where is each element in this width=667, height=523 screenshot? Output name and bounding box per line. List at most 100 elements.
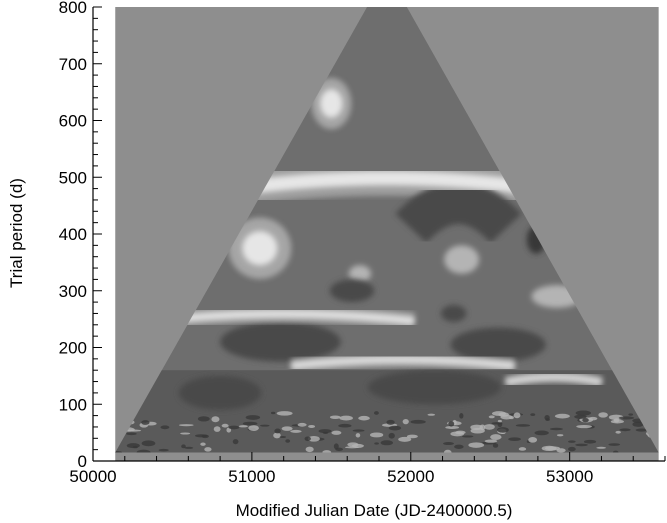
- power-speckle: [568, 446, 576, 452]
- axes: 50000 51000 52000 53000 0 100 200 300 400 500 600 7…: [59, 0, 666, 486]
- y-tick-label: 700: [59, 55, 87, 74]
- x-tick-label: 50000: [69, 467, 116, 486]
- power-speckle: [490, 434, 502, 441]
- power-band: [291, 356, 515, 369]
- power-speckle: [534, 430, 549, 436]
- plot-area: [115, 7, 659, 461]
- power-speckle: [483, 424, 495, 430]
- power-speckle: [443, 442, 454, 446]
- power-speckle: [211, 416, 220, 423]
- power-speckle: [448, 421, 455, 427]
- power-speckle: [331, 430, 342, 435]
- power-speckle: [232, 439, 239, 445]
- y-tick-label: 400: [59, 225, 87, 244]
- power-blob: [367, 370, 502, 405]
- power-speckle: [273, 432, 281, 439]
- power-speckle: [380, 440, 393, 446]
- power-speckle: [554, 413, 570, 419]
- power-speckle: [305, 446, 314, 453]
- power-blob: [329, 279, 375, 303]
- power-speckle: [402, 419, 409, 425]
- y-tick-label: 200: [59, 339, 87, 358]
- power-band: [395, 181, 522, 244]
- power-speckle: [491, 411, 507, 416]
- power-speckle: [545, 418, 550, 422]
- power-speckle: [226, 427, 232, 433]
- power-speckle: [497, 427, 509, 433]
- y-tick-label: 800: [59, 0, 87, 17]
- power-blob: [444, 245, 480, 274]
- power-speckle: [358, 415, 370, 421]
- power-speckle: [195, 434, 208, 438]
- power-speckle: [126, 432, 137, 436]
- power-speckle: [329, 415, 341, 419]
- power-speckle: [500, 414, 513, 420]
- power-speckle: [386, 419, 395, 425]
- power-speckle: [568, 440, 576, 443]
- power-speckle: [221, 423, 229, 428]
- power-speckle: [635, 428, 648, 432]
- x-tick-label: 52000: [387, 467, 434, 486]
- power-speckle: [470, 427, 485, 434]
- power-speckle: [549, 427, 563, 431]
- y-tick-label: 500: [59, 168, 87, 187]
- power-speckle: [388, 425, 402, 431]
- power-speckle: [318, 429, 332, 434]
- power-speckle: [181, 444, 186, 449]
- power-speckle: [427, 413, 436, 416]
- power-blob: [440, 304, 467, 322]
- power-speckle: [238, 425, 248, 428]
- x-axis-title: Modified Julian Date (JD-2400000.5): [236, 501, 513, 520]
- power-blob: [178, 375, 262, 410]
- power-speckle: [259, 424, 270, 427]
- power-speckle: [276, 411, 293, 416]
- power-speckle: [406, 434, 418, 439]
- power-speckle: [556, 434, 564, 437]
- power-speckle: [281, 426, 293, 431]
- power-speckle: [338, 423, 352, 428]
- power-speckle: [398, 436, 412, 442]
- power-speckle: [461, 435, 474, 438]
- power-speckle: [345, 446, 360, 449]
- power-speckle: [141, 440, 156, 447]
- power-speckle: [454, 444, 464, 449]
- power-speckle: [374, 442, 379, 445]
- power-speckle: [583, 439, 597, 444]
- power-blob: [348, 265, 372, 283]
- power-speckle: [410, 419, 426, 424]
- power-speckle: [347, 442, 359, 447]
- power-speckle: [530, 413, 536, 416]
- y-tick-label: 300: [59, 282, 87, 301]
- x-tick-label: 53000: [546, 467, 593, 486]
- power-speckle: [513, 412, 521, 419]
- power-speckle: [228, 425, 240, 430]
- power-speckle: [528, 437, 538, 443]
- power-blob: [242, 231, 278, 266]
- power-speckle: [455, 430, 466, 435]
- power-speckle: [575, 410, 592, 416]
- power-speckle: [445, 426, 460, 429]
- y-axis-title: Trial period (d): [7, 178, 26, 288]
- power-speckle: [488, 415, 495, 419]
- power-speckle: [355, 433, 361, 438]
- power-speckle: [615, 430, 621, 434]
- power-speckle: [459, 413, 464, 419]
- power-speckle: [204, 447, 212, 452]
- power-speckle: [297, 422, 307, 427]
- power-speckle: [125, 429, 142, 432]
- power-speckle: [610, 419, 624, 424]
- y-tick-label: 100: [59, 395, 87, 414]
- power-speckle: [468, 442, 485, 448]
- power-speckle: [544, 446, 561, 451]
- power-speckle: [242, 421, 258, 426]
- power-speckle: [619, 428, 631, 432]
- power-blob: [220, 321, 341, 362]
- power-speckle: [213, 426, 221, 432]
- y-tick-label: 600: [59, 112, 87, 131]
- power-speckle: [484, 439, 498, 443]
- power-speckle: [370, 432, 384, 438]
- power-speckle: [598, 412, 608, 418]
- power-speckle: [200, 442, 206, 446]
- power-speckle: [180, 432, 191, 435]
